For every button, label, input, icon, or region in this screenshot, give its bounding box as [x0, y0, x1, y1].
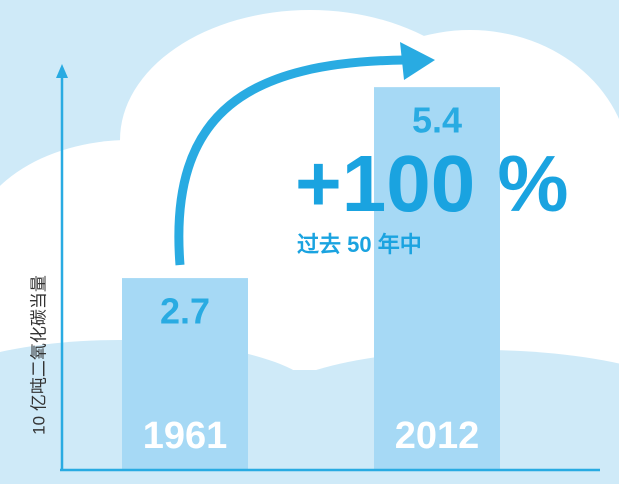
category-label: 2012 [395, 415, 480, 457]
value-label: 5.4 [412, 100, 462, 141]
category-label: 1961 [143, 415, 228, 457]
value-label: 2.7 [160, 291, 210, 332]
y-axis-label: 10 亿吨二氧化碳当量 [29, 275, 48, 435]
chart: 10 亿吨二氧化碳当量 2.7 1961 5.4 2012 +100 % 过去 50 … [0, 0, 619, 484]
annotation: +100 % [295, 139, 569, 228]
annotation: 过去 50 年中 [297, 232, 422, 257]
